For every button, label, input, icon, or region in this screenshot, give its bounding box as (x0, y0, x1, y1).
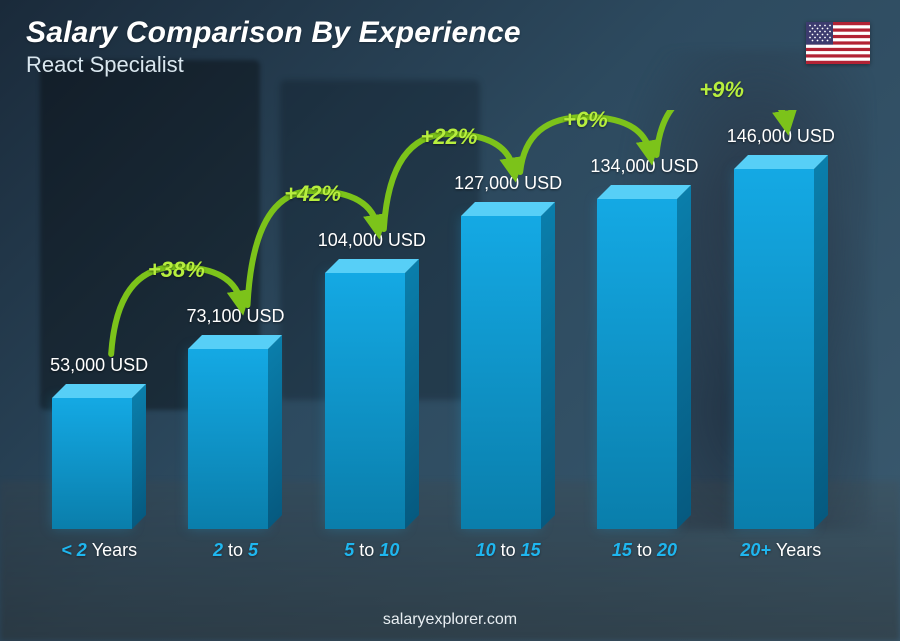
bar-top (461, 202, 555, 216)
growth-label: +9% (699, 77, 744, 103)
bar-slot: 134,000 USD (585, 199, 703, 529)
value-label: 127,000 USD (454, 173, 562, 194)
bar-side (814, 155, 828, 529)
bar: 73,100 USD (188, 349, 282, 529)
bar-slot: 146,000 USD (722, 169, 840, 529)
infographic-canvas: Salary Comparison By Experience React Sp… (0, 0, 900, 641)
footer-credit: salaryexplorer.com (0, 611, 900, 629)
bar-top (52, 384, 146, 398)
value-label: 73,100 USD (186, 306, 284, 327)
value-label: 104,000 USD (318, 230, 426, 251)
value-label: 134,000 USD (590, 156, 698, 177)
bar-side (268, 335, 282, 529)
bar-slot: 53,000 USD (40, 398, 158, 529)
category-label: 20+ Years (722, 540, 840, 561)
bar-front (52, 398, 132, 529)
bar-front (597, 199, 677, 529)
growth-label: +38% (148, 257, 205, 283)
bar-front (461, 216, 541, 529)
category-label: < 2 Years (40, 540, 158, 561)
bar-side (541, 202, 555, 529)
bar-front (188, 349, 268, 529)
bars-container: 53,000 USD 73,100 USD 104,000 USD 127,000 U… (40, 119, 840, 529)
bar-side (405, 259, 419, 529)
bar-side (677, 185, 691, 529)
bar-slot: 104,000 USD (313, 273, 431, 529)
bar-front (734, 169, 814, 529)
page-subtitle: React Specialist (26, 52, 521, 78)
value-label: 53,000 USD (50, 355, 148, 376)
us-flag-icon (806, 22, 870, 64)
chart-area: 53,000 USD 73,100 USD 104,000 USD 127,000 U… (40, 110, 840, 555)
bar-front (325, 273, 405, 529)
bar: 53,000 USD (52, 398, 146, 529)
growth-label: +6% (563, 107, 608, 133)
bar-top (734, 155, 828, 169)
bar-top (325, 259, 419, 273)
bar: 134,000 USD (597, 199, 691, 529)
bar: 104,000 USD (325, 273, 419, 529)
bar: 127,000 USD (461, 216, 555, 529)
category-label: 15 to 20 (585, 540, 703, 561)
bar: 146,000 USD (734, 169, 828, 529)
bar-slot: 127,000 USD (449, 216, 567, 529)
category-labels: < 2 Years 2 to 5 5 to 10 10 to 15 15 to 20 20… (40, 540, 840, 561)
bar-side (132, 384, 146, 529)
category-label: 10 to 15 (449, 540, 567, 561)
page-title: Salary Comparison By Experience (26, 16, 521, 50)
bar-top (597, 185, 691, 199)
header: Salary Comparison By Experience React Sp… (26, 16, 521, 78)
category-label: 5 to 10 (313, 540, 431, 561)
value-label: 146,000 USD (727, 126, 835, 147)
bar-top (188, 335, 282, 349)
category-label: 2 to 5 (176, 540, 294, 561)
growth-label: +22% (421, 124, 478, 150)
bar-slot: 73,100 USD (176, 349, 294, 529)
growth-label: +42% (284, 181, 341, 207)
